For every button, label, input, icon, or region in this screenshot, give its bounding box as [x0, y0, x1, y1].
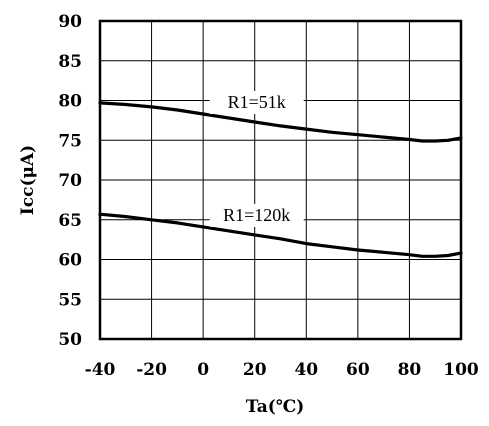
y-tick-label: 80	[58, 92, 82, 112]
y-tick-label: 75	[58, 131, 82, 151]
y-tick-label: 65	[58, 211, 82, 231]
x-tick-label: -20	[136, 360, 167, 380]
x-tick-label: 0	[197, 360, 209, 380]
x-tick-label: 60	[346, 360, 370, 380]
y-tick-labels: 90 85 80 75 70 65 60 55 50	[58, 12, 82, 350]
series-label: R1=51k	[228, 92, 286, 112]
series-line-1	[98, 212, 463, 258]
series-label: R1=120k	[223, 205, 290, 225]
x-tick-labels: -40 -20 0 20 40 60 80 100	[85, 360, 479, 380]
y-tick-label: 85	[58, 52, 82, 72]
series-lines	[98, 101, 463, 258]
x-tick-label: 80	[398, 360, 422, 380]
y-tick-label: 70	[58, 171, 82, 191]
y-axis-title: Icc(μA)	[18, 145, 38, 215]
x-tick-label: 100	[443, 360, 479, 380]
series-label-background	[209, 90, 304, 114]
x-axis-title: Ta(℃)	[246, 397, 305, 417]
y-tick-label: 55	[58, 290, 82, 310]
plot-frame	[98, 19, 463, 341]
series-line-0	[98, 101, 463, 143]
x-tick-label: 20	[243, 360, 267, 380]
grid-lines	[99, 20, 462, 340]
y-tick-label: 50	[58, 330, 82, 350]
series-label-background	[209, 203, 304, 227]
series-labels: R1=51k R1=120k	[209, 90, 304, 227]
y-tick-label: 60	[58, 251, 82, 271]
y-tick-label: 90	[58, 12, 82, 32]
x-tick-label: -40	[85, 360, 116, 380]
x-tick-label: 40	[294, 360, 318, 380]
